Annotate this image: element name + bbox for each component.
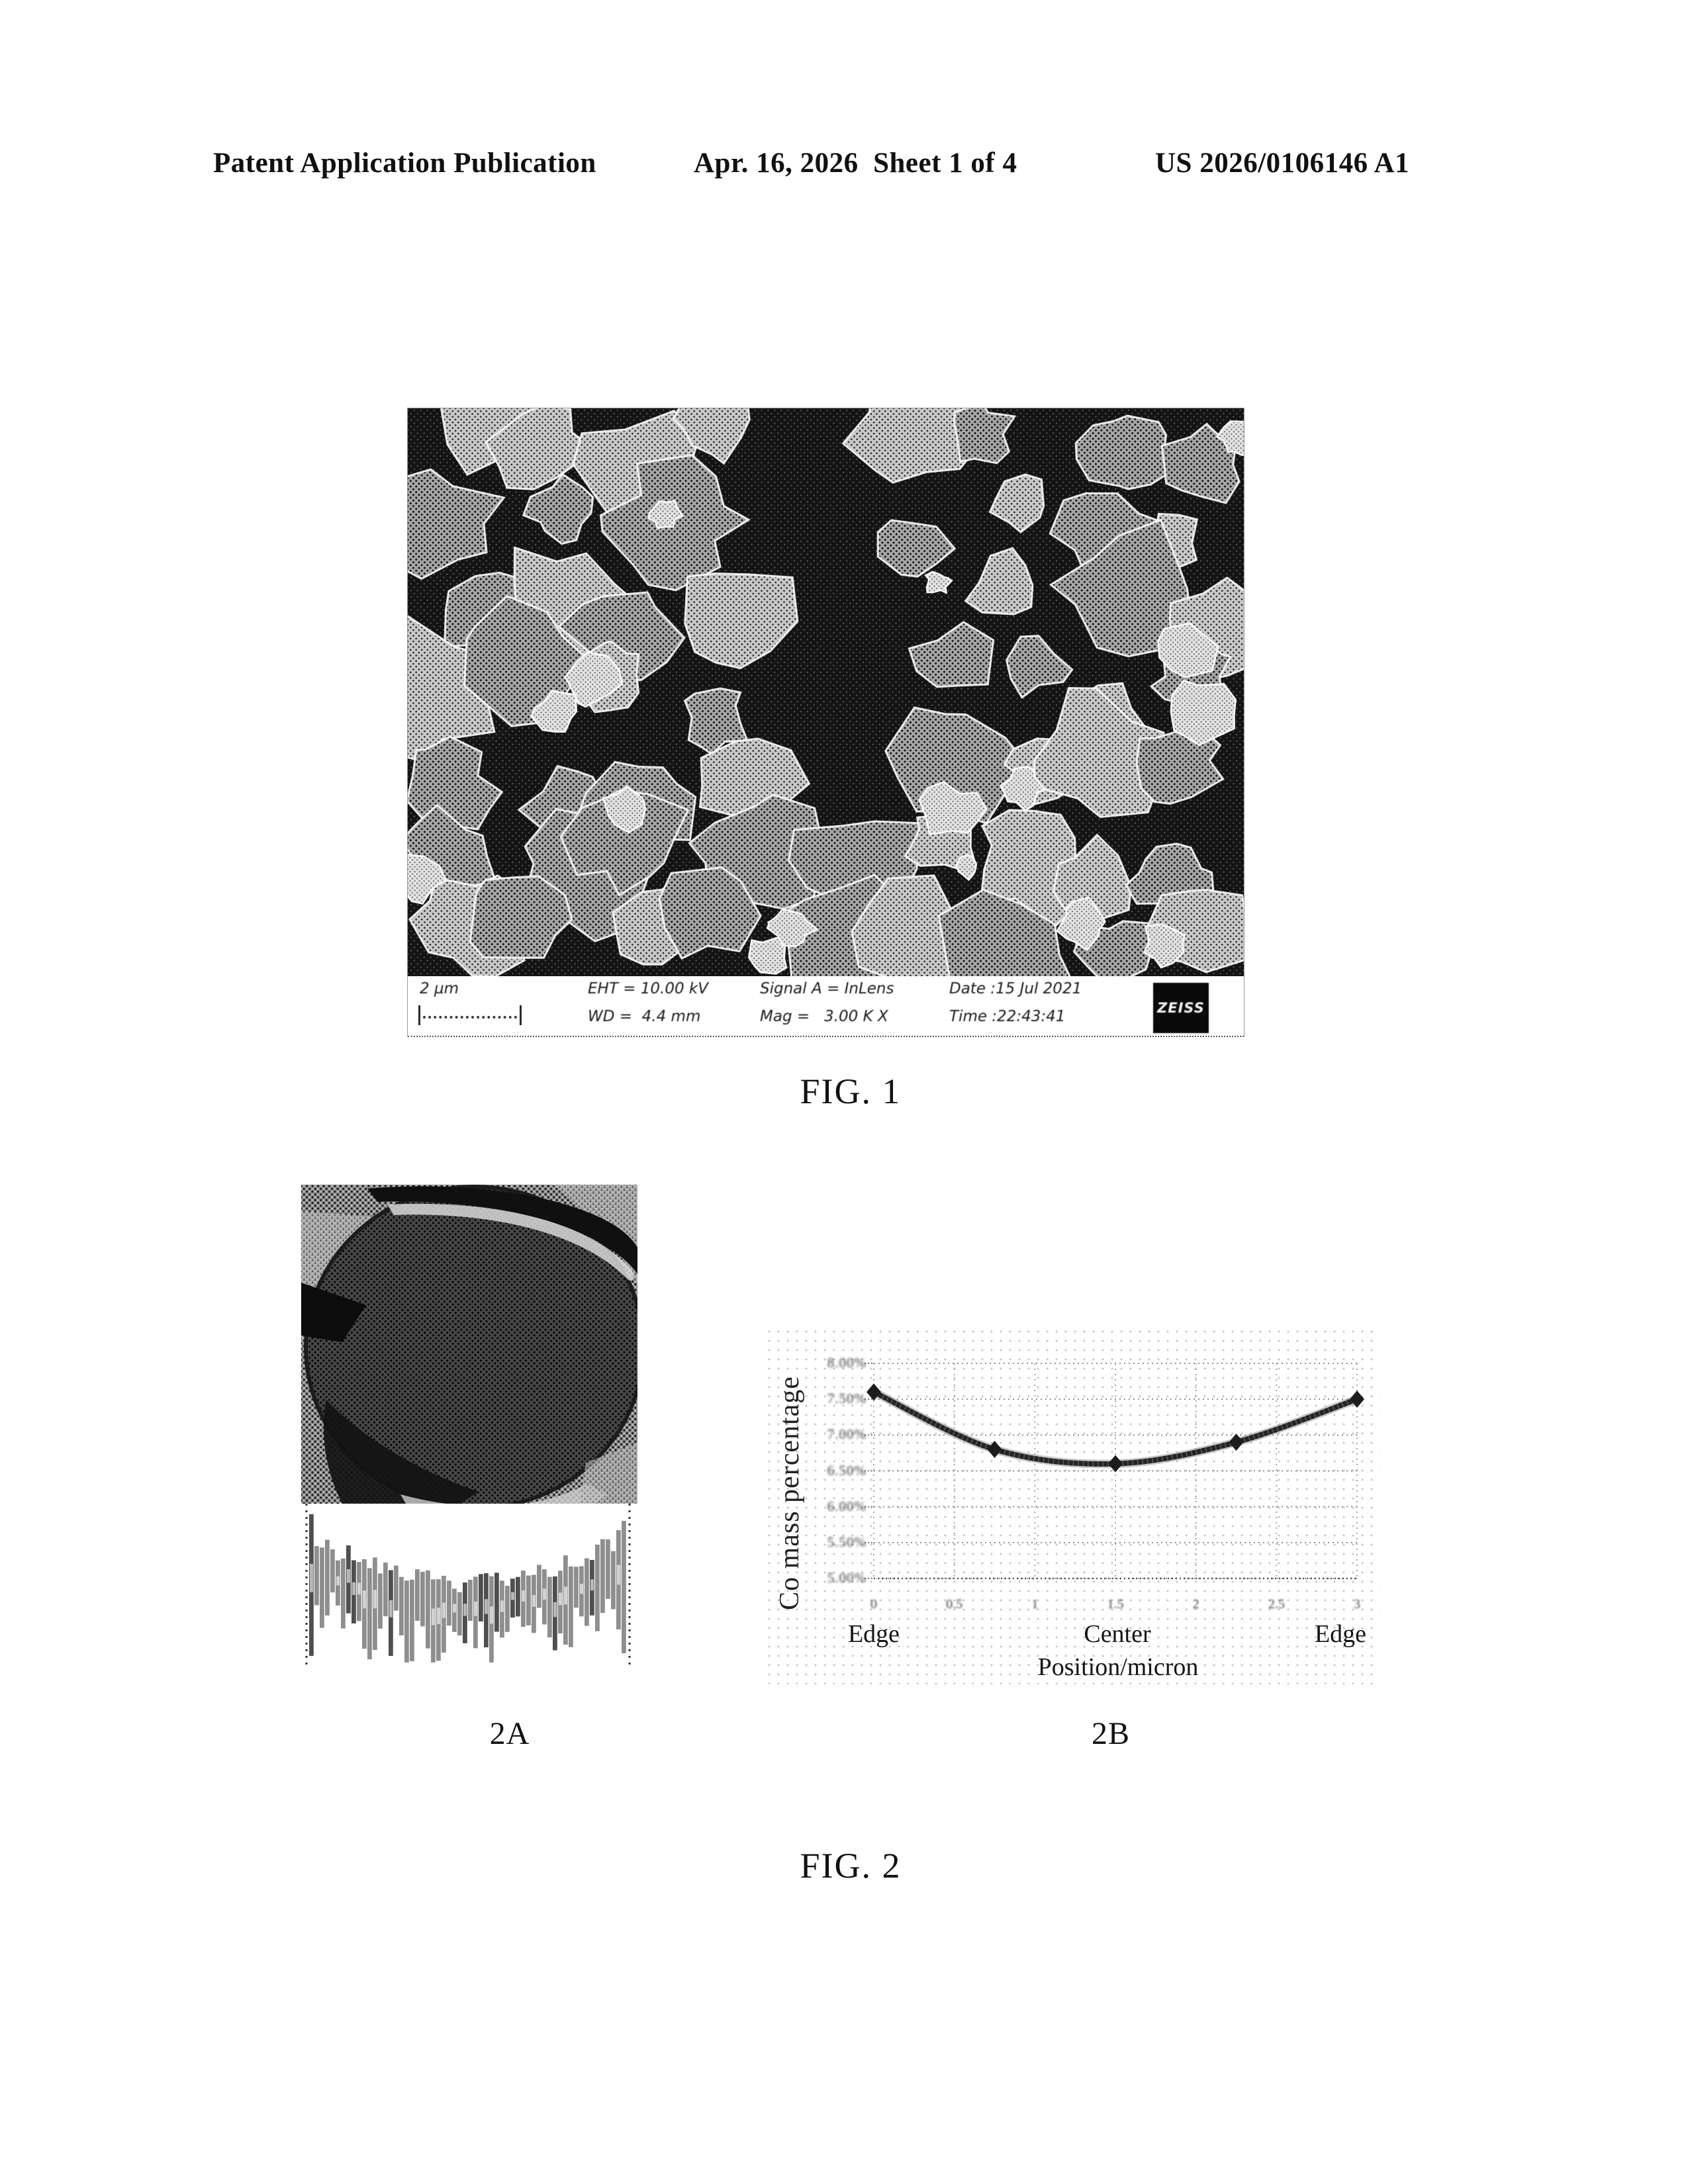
y-tick-label: 7.00% bbox=[827, 1426, 867, 1443]
fig2a-linescan-profile bbox=[301, 1504, 637, 1670]
sem-time-label: Time :22:43:41 bbox=[949, 1008, 1066, 1025]
cross-section-image bbox=[301, 1185, 645, 1510]
y-tick-label: 6.50% bbox=[827, 1462, 867, 1479]
fig2a-label: 2A bbox=[489, 1716, 530, 1751]
y-tick-label: 5.50% bbox=[827, 1533, 867, 1550]
x-tick-label: 3 bbox=[1354, 1597, 1360, 1612]
linescan-profile-plot bbox=[301, 1504, 637, 1670]
x-tick-label: 0 bbox=[870, 1597, 877, 1612]
sem-date-label: Date :15 Jul 2021 bbox=[949, 980, 1082, 997]
y-tick-label: 7.50% bbox=[827, 1390, 867, 1407]
x-annotation-center: Center bbox=[1084, 1620, 1151, 1648]
sem-eht-label: EHT = 10.00 kV bbox=[588, 980, 708, 997]
x-tick-label: 2 bbox=[1192, 1597, 1199, 1612]
sem-signal-label: Signal A = InLens bbox=[760, 980, 894, 997]
y-tick-label: 8.00% bbox=[827, 1355, 867, 1371]
fig2a-cross-section-micrograph bbox=[301, 1185, 645, 1510]
x-annotation-edge-right: Edge bbox=[1314, 1620, 1367, 1648]
fig2b-label: 2B bbox=[1091, 1716, 1130, 1751]
sem-metadata-bar: 2 µm EHT = 10.00 kV WD = 4.4 mm Signal A… bbox=[408, 976, 1244, 1037]
x-axis-title: Position/micron bbox=[1037, 1653, 1199, 1681]
chart-plot-area bbox=[865, 1363, 1364, 1580]
sem-scale-bar bbox=[418, 1005, 522, 1025]
header-publication-number: US 2026/0106146 A1 bbox=[1155, 148, 1410, 179]
sem-particles-image bbox=[408, 408, 1244, 1036]
x-tick-label: 2.5 bbox=[1268, 1597, 1285, 1612]
fig1-caption: FIG. 1 bbox=[800, 1071, 902, 1111]
fig1-sem-micrograph: 2 µm EHT = 10.00 kV WD = 4.4 mm Signal A… bbox=[407, 408, 1244, 1037]
y-tick-label: 5.00% bbox=[827, 1570, 867, 1586]
x-tick-label: 0.5 bbox=[946, 1597, 963, 1612]
x-tick-label: 1.5 bbox=[1107, 1597, 1124, 1612]
header-date-sheet: Apr. 16, 2026 Sheet 1 of 4 bbox=[694, 148, 1017, 179]
fig2b-co-mass-chart: Co mass percentage 8.00% 7.50% 7.00% 6.50% 6… bbox=[765, 1327, 1380, 1684]
zeiss-logo: ZEISS bbox=[1153, 983, 1209, 1033]
sem-mag-label: Mag = 3.00 K X bbox=[760, 1008, 888, 1025]
y-tick-label: 6.00% bbox=[827, 1498, 867, 1514]
x-tick-label: 1 bbox=[1031, 1597, 1039, 1612]
sem-wd-label: WD = 4.4 mm bbox=[588, 1008, 701, 1025]
sem-scale-label: 2 µm bbox=[420, 980, 459, 997]
fig2-caption: FIG. 2 bbox=[800, 1846, 902, 1886]
x-annotation-edge-left: Edge bbox=[847, 1620, 900, 1648]
header-publication-type: Patent Application Publication bbox=[213, 148, 596, 179]
